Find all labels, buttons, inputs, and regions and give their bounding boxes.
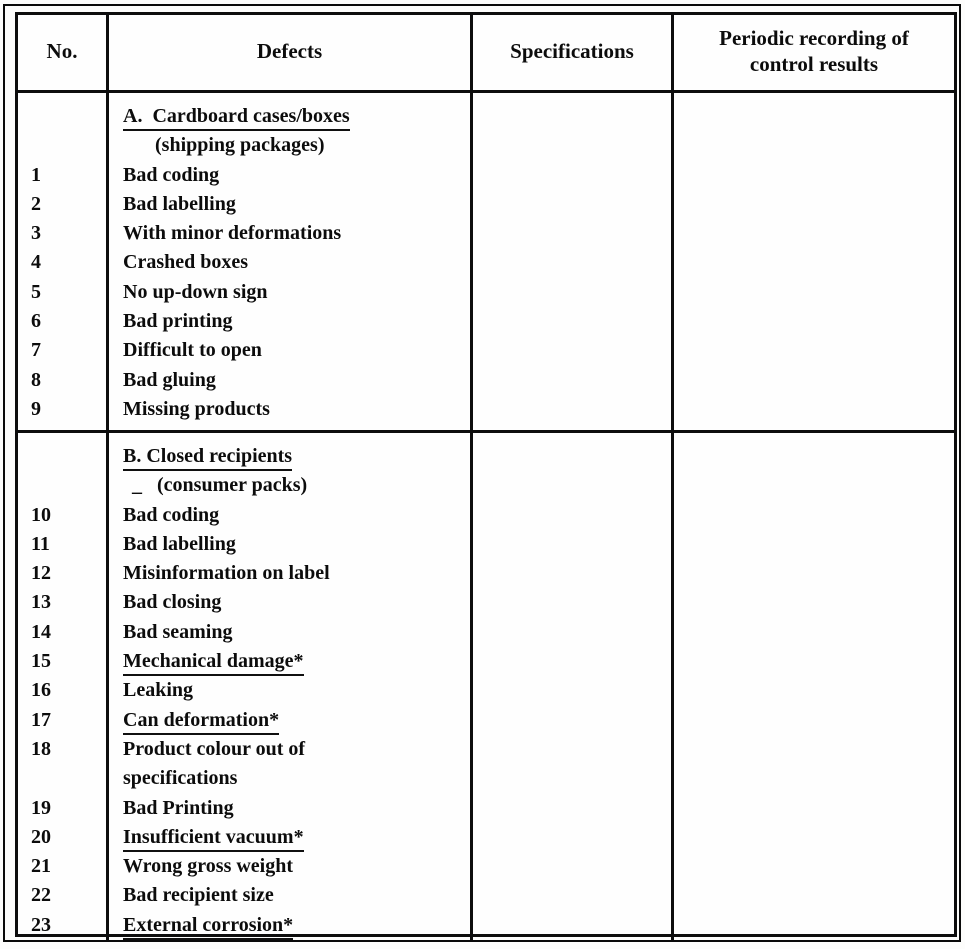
column-recording-empty bbox=[674, 93, 954, 430]
row-number: 5 bbox=[31, 280, 41, 303]
row-number: 20 bbox=[31, 825, 51, 848]
defect-label: Bad recipient size bbox=[123, 884, 274, 907]
defect-label-continuation: specifications bbox=[123, 767, 238, 790]
table-outer-frame: No. Defects Specifications Periodic reco… bbox=[3, 4, 961, 942]
row-number: 1 bbox=[31, 163, 41, 186]
defect-label: Bad gluing bbox=[123, 368, 216, 391]
defect-label: Leaking bbox=[123, 679, 194, 702]
row-number: 21 bbox=[31, 855, 51, 878]
row-number: 22 bbox=[31, 884, 51, 907]
row-number: 9 bbox=[31, 397, 41, 420]
column-no: 1 2 3 4 5 6 7 8 9 bbox=[18, 93, 109, 430]
column-recording-empty bbox=[674, 433, 954, 940]
defect-label: Bad printing bbox=[123, 310, 233, 333]
defect-label: Product colour out of bbox=[123, 737, 306, 760]
defect-label: Bad coding bbox=[123, 163, 220, 186]
row-number: 10 bbox=[31, 503, 51, 526]
header-periodic-recording: Periodic recording of control results bbox=[719, 25, 909, 76]
defect-label: Bad Printing bbox=[123, 796, 234, 819]
row-number: 17 bbox=[31, 708, 51, 731]
column-specifications-empty bbox=[473, 93, 674, 430]
row-number: 13 bbox=[31, 591, 51, 614]
defect-control-table: No. Defects Specifications Periodic reco… bbox=[15, 12, 957, 941]
row-number: 8 bbox=[31, 368, 41, 391]
defect-label: Missing products bbox=[123, 397, 270, 420]
defect-label: Mechanical damage* bbox=[109, 647, 470, 677]
row-number: 6 bbox=[31, 310, 41, 333]
header-specifications: Specifications bbox=[473, 15, 674, 90]
defect-label: No up-down sign bbox=[123, 280, 268, 303]
row-number bbox=[18, 764, 106, 793]
row-number: 23 bbox=[31, 913, 51, 936]
defect-label: Wrong gross weight bbox=[123, 855, 294, 878]
row-number: 19 bbox=[31, 796, 51, 819]
row-number: 2 bbox=[31, 192, 41, 215]
defect-label: With minor deformations bbox=[123, 222, 342, 245]
section-a-heading: A. Cardboard cases/boxes bbox=[109, 102, 470, 131]
defect-label: Crashed boxes bbox=[123, 251, 249, 274]
defect-label: Difficult to open bbox=[123, 339, 262, 362]
row-number: 11 bbox=[31, 532, 50, 555]
row-number: 18 bbox=[31, 737, 51, 760]
column-specifications-empty bbox=[473, 433, 674, 941]
row-number: 14 bbox=[31, 620, 51, 643]
row-number: 16 bbox=[31, 679, 51, 702]
column-defects: A. Cardboard cases/boxes (shipping packa… bbox=[109, 93, 473, 430]
section-a-cardboard-cases: 1 2 3 4 5 6 7 8 9 A. Cardboard cases/box… bbox=[18, 93, 954, 433]
row-number: 15 bbox=[31, 650, 51, 673]
defect-label: Can deformation* bbox=[109, 706, 470, 735]
row-number: 12 bbox=[31, 562, 51, 585]
defect-label: Bad coding bbox=[123, 503, 220, 526]
section-a-subheading: (shipping packages) bbox=[155, 134, 325, 157]
header-no: No. bbox=[18, 15, 109, 90]
defect-label: Bad labelling bbox=[123, 532, 236, 555]
column-defects: B. Closed recipients _ (consumer packs) … bbox=[109, 433, 473, 941]
row-number: 3 bbox=[31, 222, 41, 245]
defect-label: Misinformation on label bbox=[123, 562, 330, 585]
table-header-row: No. Defects Specifications Periodic reco… bbox=[18, 15, 954, 93]
row-number: 7 bbox=[31, 339, 41, 362]
section-b-subheading: _ (consumer packs) bbox=[132, 474, 308, 497]
defect-label: Bad seaming bbox=[123, 620, 233, 643]
header-defects: Defects bbox=[109, 15, 473, 90]
defect-label: Bad labelling bbox=[123, 192, 236, 215]
defect-label: Insufficient vacuum* bbox=[109, 823, 470, 852]
row-number: 4 bbox=[31, 251, 41, 274]
column-no: 10 11 12 13 14 15 16 17 18 19 20 21 22 2… bbox=[18, 433, 109, 941]
defect-label: External corrosion* bbox=[109, 911, 470, 940]
defect-label: Bad closing bbox=[123, 591, 222, 614]
section-b-closed-recipients: 10 11 12 13 14 15 16 17 18 19 20 21 22 2… bbox=[18, 433, 954, 941]
section-b-heading: B. Closed recipients bbox=[109, 442, 470, 471]
